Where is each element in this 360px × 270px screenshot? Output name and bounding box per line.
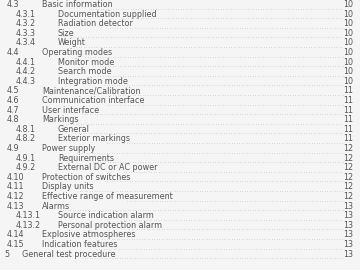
Text: Explosive atmospheres: Explosive atmospheres — [42, 230, 135, 239]
Text: Weight: Weight — [58, 38, 86, 48]
Text: Monitor mode: Monitor mode — [58, 58, 114, 67]
Text: Personal protection alarm: Personal protection alarm — [58, 221, 162, 230]
Text: Source indication alarm: Source indication alarm — [58, 211, 154, 220]
Text: 11: 11 — [343, 106, 353, 114]
Text: 10: 10 — [343, 10, 353, 19]
Text: 12: 12 — [343, 192, 353, 201]
Text: Effective range of measurement: Effective range of measurement — [42, 192, 173, 201]
Text: User interface: User interface — [42, 106, 99, 114]
Text: 4.3.1: 4.3.1 — [16, 10, 36, 19]
Text: Markings: Markings — [42, 115, 78, 124]
Text: 12: 12 — [343, 183, 353, 191]
Text: 4.12: 4.12 — [7, 192, 24, 201]
Text: 10: 10 — [343, 19, 353, 28]
Text: Display units: Display units — [42, 183, 94, 191]
Text: Communication interface: Communication interface — [42, 96, 144, 105]
Text: 4.10: 4.10 — [7, 173, 24, 182]
Text: 4.3: 4.3 — [7, 0, 19, 9]
Text: 4.13.1: 4.13.1 — [16, 211, 41, 220]
Text: Exterior markings: Exterior markings — [58, 134, 130, 143]
Text: 4.8: 4.8 — [7, 115, 19, 124]
Text: 11: 11 — [343, 115, 353, 124]
Text: 4.9: 4.9 — [7, 144, 20, 153]
Text: Operating modes: Operating modes — [42, 48, 112, 57]
Text: 4.3.3: 4.3.3 — [16, 29, 36, 38]
Text: 4.7: 4.7 — [7, 106, 20, 114]
Text: External DC or AC power: External DC or AC power — [58, 163, 158, 172]
Text: 4.8.2: 4.8.2 — [16, 134, 36, 143]
Text: 10: 10 — [343, 77, 353, 86]
Text: 12: 12 — [343, 154, 353, 163]
Text: Search mode: Search mode — [58, 67, 112, 76]
Text: 5: 5 — [4, 249, 9, 259]
Text: 4.4.3: 4.4.3 — [16, 77, 36, 86]
Text: 4.13: 4.13 — [7, 202, 24, 211]
Text: 4.15: 4.15 — [7, 240, 24, 249]
Text: 4.8.1: 4.8.1 — [16, 125, 36, 134]
Text: Integration mode: Integration mode — [58, 77, 128, 86]
Text: 13: 13 — [343, 202, 353, 211]
Text: 12: 12 — [343, 163, 353, 172]
Text: 10: 10 — [343, 38, 353, 48]
Text: 12: 12 — [343, 144, 353, 153]
Text: Radiation detector: Radiation detector — [58, 19, 133, 28]
Text: Documentation supplied: Documentation supplied — [58, 10, 157, 19]
Text: 10: 10 — [343, 58, 353, 67]
Text: 13: 13 — [343, 240, 353, 249]
Text: Basic information: Basic information — [42, 0, 113, 9]
Text: 10: 10 — [343, 0, 353, 9]
Text: 10: 10 — [343, 67, 353, 76]
Text: 13: 13 — [343, 230, 353, 239]
Text: 4.3.2: 4.3.2 — [16, 19, 36, 28]
Text: Requirements: Requirements — [58, 154, 114, 163]
Text: Indication features: Indication features — [42, 240, 117, 249]
Text: 4.11: 4.11 — [7, 183, 24, 191]
Text: 11: 11 — [343, 125, 353, 134]
Text: 4.4: 4.4 — [7, 48, 19, 57]
Text: 10: 10 — [343, 48, 353, 57]
Text: Protection of switches: Protection of switches — [42, 173, 130, 182]
Text: 13: 13 — [343, 249, 353, 259]
Text: 13: 13 — [343, 221, 353, 230]
Text: 11: 11 — [343, 96, 353, 105]
Text: General: General — [58, 125, 90, 134]
Text: Maintenance/Calibration: Maintenance/Calibration — [42, 86, 140, 95]
Text: 4.4.1: 4.4.1 — [16, 58, 36, 67]
Text: 4.14: 4.14 — [7, 230, 24, 239]
Text: 4.9.1: 4.9.1 — [16, 154, 36, 163]
Text: 4.3.4: 4.3.4 — [16, 38, 36, 48]
Text: 10: 10 — [343, 29, 353, 38]
Text: 12: 12 — [343, 173, 353, 182]
Text: 11: 11 — [343, 86, 353, 95]
Text: 13: 13 — [343, 211, 353, 220]
Text: 4.5: 4.5 — [7, 86, 20, 95]
Text: Power supply: Power supply — [42, 144, 95, 153]
Text: Size: Size — [58, 29, 75, 38]
Text: 4.9.2: 4.9.2 — [16, 163, 36, 172]
Text: 4.13.2: 4.13.2 — [16, 221, 41, 230]
Text: Alarms: Alarms — [42, 202, 70, 211]
Text: 4.6: 4.6 — [7, 96, 19, 105]
Text: 11: 11 — [343, 134, 353, 143]
Text: General test procedure: General test procedure — [22, 249, 116, 259]
Text: 4.4.2: 4.4.2 — [16, 67, 36, 76]
